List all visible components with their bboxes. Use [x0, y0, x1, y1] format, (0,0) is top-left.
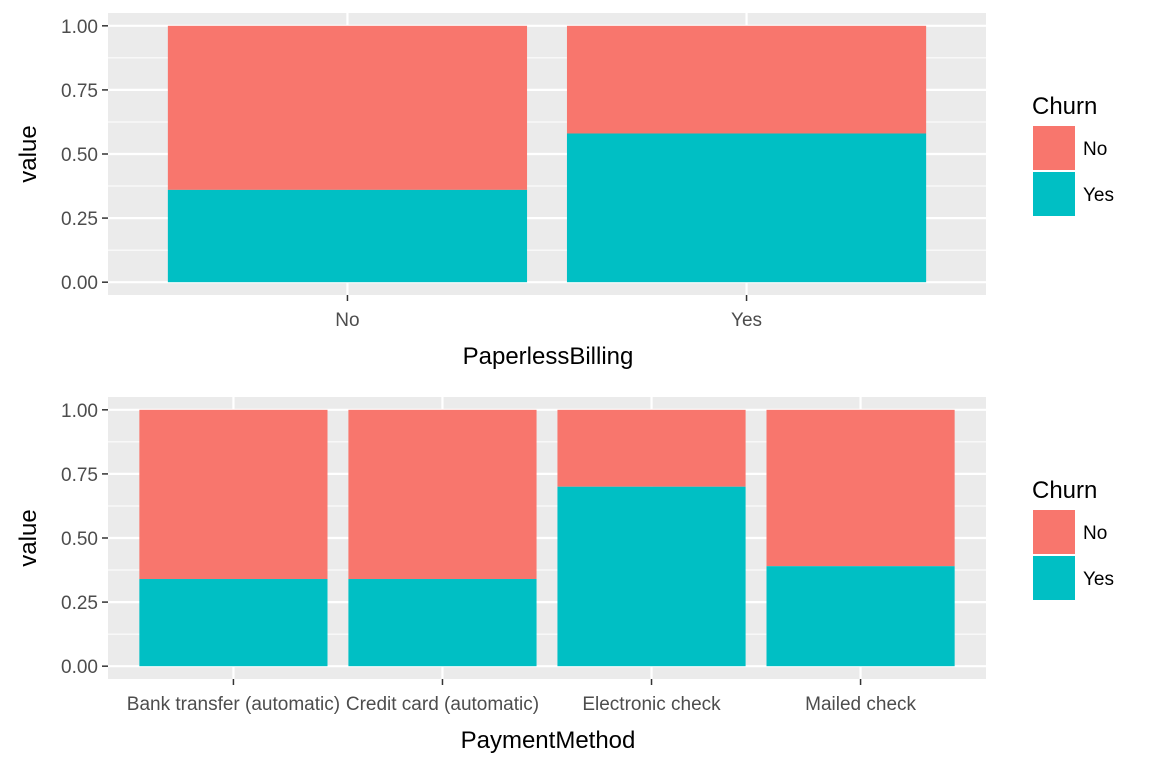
- legend-title: Churn: [1032, 93, 1097, 120]
- y-tick-label: 0.00: [61, 657, 98, 678]
- bar-no-2: [348, 409, 537, 580]
- bar-no-3: [557, 409, 746, 487]
- x-axis-title: PaperlessBilling: [463, 343, 634, 370]
- x-tick-label: Mailed check: [805, 694, 916, 715]
- y-axis-title: value: [15, 509, 42, 566]
- legend-label-no: No: [1083, 523, 1107, 544]
- bar-yes-4: [766, 566, 955, 667]
- y-tick-label: 0.25: [61, 593, 98, 614]
- x-tick-label: Credit card (automatic): [346, 694, 539, 715]
- bar-yes-1: [167, 189, 528, 283]
- y-tick-label: 0.75: [61, 81, 98, 102]
- legend-title: Churn: [1032, 477, 1097, 504]
- chart-panel-1: 0.00 0.25 0.50 0.75 1.00 No Yes PaperlessBillin…: [15, 13, 1114, 370]
- y-tick-label: 0.00: [61, 273, 98, 294]
- chart-panel-2: 0.00 0.25 0.50 0.75 1.00 Bank transfer (autom…: [15, 397, 1114, 754]
- y-tick-label: 0.25: [61, 209, 98, 230]
- x-tick-label: Yes: [731, 310, 762, 331]
- y-axis-title: value: [15, 125, 42, 182]
- y-tick-label: 0.50: [61, 529, 98, 550]
- legend: Churn No Yes: [1032, 93, 1114, 216]
- bar-no-2: [566, 25, 927, 134]
- bar-yes-2: [566, 133, 927, 283]
- bar-no-4: [766, 409, 955, 567]
- bar-yes-1: [139, 579, 328, 667]
- bar-yes-3: [557, 486, 746, 667]
- bar-no-1: [167, 25, 528, 190]
- x-tick-label: Bank transfer (automatic): [127, 694, 340, 715]
- legend-key-no: [1033, 510, 1075, 554]
- y-tick-label: 0.75: [61, 465, 98, 486]
- legend-key-no: [1033, 126, 1075, 170]
- bar-yes-2: [348, 579, 537, 667]
- y-tick-label: 1.00: [61, 17, 98, 38]
- legend-label-no: No: [1083, 139, 1107, 160]
- legend: Churn No Yes: [1032, 477, 1114, 600]
- y-tick-label: 1.00: [61, 401, 98, 422]
- legend-label-yes: Yes: [1083, 569, 1114, 590]
- y-tick-label: 0.50: [61, 145, 98, 166]
- legend-key-yes: [1033, 556, 1075, 600]
- x-tick-label: Electronic check: [582, 694, 721, 715]
- legend-key-yes: [1033, 172, 1075, 216]
- x-axis-title: PaymentMethod: [461, 727, 636, 754]
- bar-no-1: [139, 409, 328, 580]
- legend-label-yes: Yes: [1083, 185, 1114, 206]
- x-tick-label: No: [335, 310, 359, 331]
